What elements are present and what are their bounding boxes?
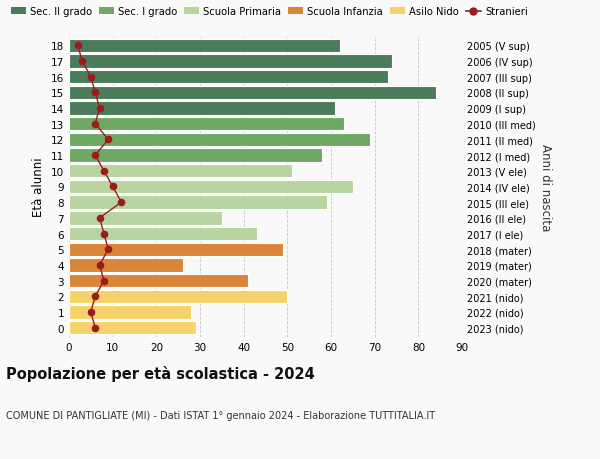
Text: COMUNE DI PANTIGLIATE (MI) - Dati ISTAT 1° gennaio 2024 - Elaborazione TUTTITALI: COMUNE DI PANTIGLIATE (MI) - Dati ISTAT … [6, 410, 435, 420]
Bar [69, 180, 353, 194]
Bar [69, 118, 344, 131]
Bar [69, 134, 370, 147]
Bar [69, 149, 322, 162]
Bar [69, 39, 340, 53]
Text: Popolazione per età scolastica - 2024: Popolazione per età scolastica - 2024 [6, 366, 315, 382]
Bar [69, 165, 292, 178]
Bar [69, 71, 388, 84]
Bar [69, 212, 222, 225]
Bar [69, 55, 392, 68]
Bar [69, 196, 326, 209]
Y-axis label: Anni di nascita: Anni di nascita [539, 144, 552, 230]
Legend: Sec. II grado, Sec. I grado, Scuola Primaria, Scuola Infanzia, Asilo Nido, Stran: Sec. II grado, Sec. I grado, Scuola Prim… [11, 7, 527, 17]
Bar [69, 274, 248, 288]
Bar [69, 259, 182, 272]
Bar [69, 102, 335, 115]
Y-axis label: Età alunni: Età alunni [32, 157, 46, 217]
Bar [69, 243, 283, 256]
Bar [69, 321, 196, 335]
Bar [69, 290, 287, 303]
Bar [69, 227, 257, 241]
Bar [69, 86, 436, 100]
Bar [69, 306, 191, 319]
